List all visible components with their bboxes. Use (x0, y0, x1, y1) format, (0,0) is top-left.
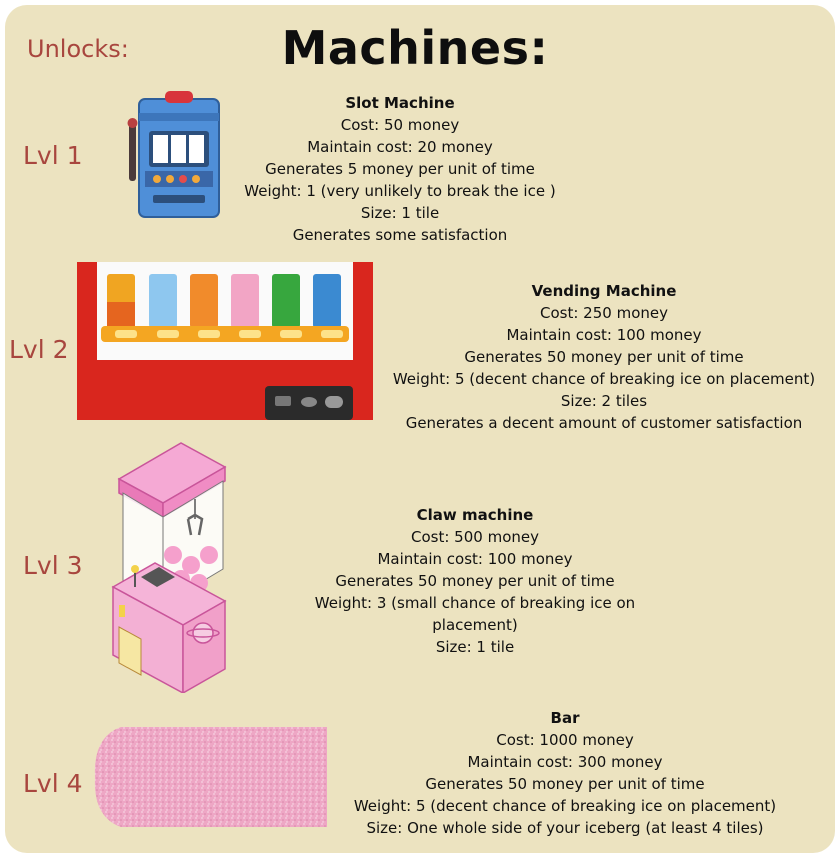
level-label-4: Lvl 4 (23, 769, 83, 798)
machine-cost: Cost: 1000 money (496, 731, 634, 749)
machine-size: Size: 1 tile (435, 638, 515, 656)
machine-info-2: Vending Machine Cost: 250 money Maintain… (389, 280, 819, 434)
machine-generates: Generates 50 money per unit of time (464, 348, 744, 366)
page-title: Machines: (281, 21, 549, 75)
machine-generates: Generates 5 money per unit of time (265, 160, 535, 178)
machine-weight: Weight: 5 (decent chance of breaking ice… (392, 370, 816, 388)
machine-maintain-cost: Maintain cost: 100 money (377, 550, 573, 568)
machine-cost: Cost: 50 money (340, 116, 460, 134)
machine-info-3: Claw machine Cost: 500 money Maintain co… (275, 504, 675, 658)
machine-weight: Weight: 1 (very unlikely to break the ic… (244, 182, 556, 200)
machine-satisfaction: Generates some satisfaction (292, 226, 508, 244)
machines-panel: Unlocks: Machines: Lvl 1 Slot Machine Co… (5, 5, 835, 853)
machine-weight: Weight: 3 (small chance of breaking ice … (314, 594, 636, 634)
machine-name: Claw machine (416, 506, 534, 524)
machine-info-1: Slot Machine Cost: 50 money Maintain cos… (235, 92, 565, 246)
machine-name: Vending Machine (531, 282, 677, 300)
level-label-3: Lvl 3 (23, 551, 83, 580)
machine-generates: Generates 50 money per unit of time (425, 775, 705, 793)
machine-info-4: Bar Cost: 1000 money Maintain cost: 300 … (345, 707, 785, 839)
machine-satisfaction: Generates a decent amount of customer sa… (405, 414, 803, 432)
machine-cost: Cost: 250 money (540, 304, 668, 322)
slot-machine-icon (127, 91, 220, 218)
machine-size: Size: 1 tile (360, 204, 440, 222)
machine-maintain-cost: Maintain cost: 100 money (506, 326, 702, 344)
machine-size: Size: 2 tiles (560, 392, 648, 410)
machine-name: Bar (550, 709, 580, 727)
claw-machine-icon (111, 442, 227, 693)
machine-maintain-cost: Maintain cost: 300 money (467, 753, 663, 771)
machine-cost: Cost: 500 money (411, 528, 539, 546)
machine-weight: Weight: 5 (decent chance of breaking ice… (353, 797, 777, 815)
machine-name: Slot Machine (345, 94, 455, 112)
machine-size: Size: One whole side of your iceberg (at… (366, 819, 764, 837)
machine-generates: Generates 50 money per unit of time (335, 572, 615, 590)
level-label-1: Lvl 1 (23, 141, 83, 170)
bar-counter-icon (94, 727, 327, 827)
vending-machine-icon (77, 262, 373, 420)
machine-maintain-cost: Maintain cost: 20 money (307, 138, 493, 156)
level-label-2: Lvl 2 (9, 335, 69, 364)
unlocks-label: Unlocks: (27, 35, 129, 63)
